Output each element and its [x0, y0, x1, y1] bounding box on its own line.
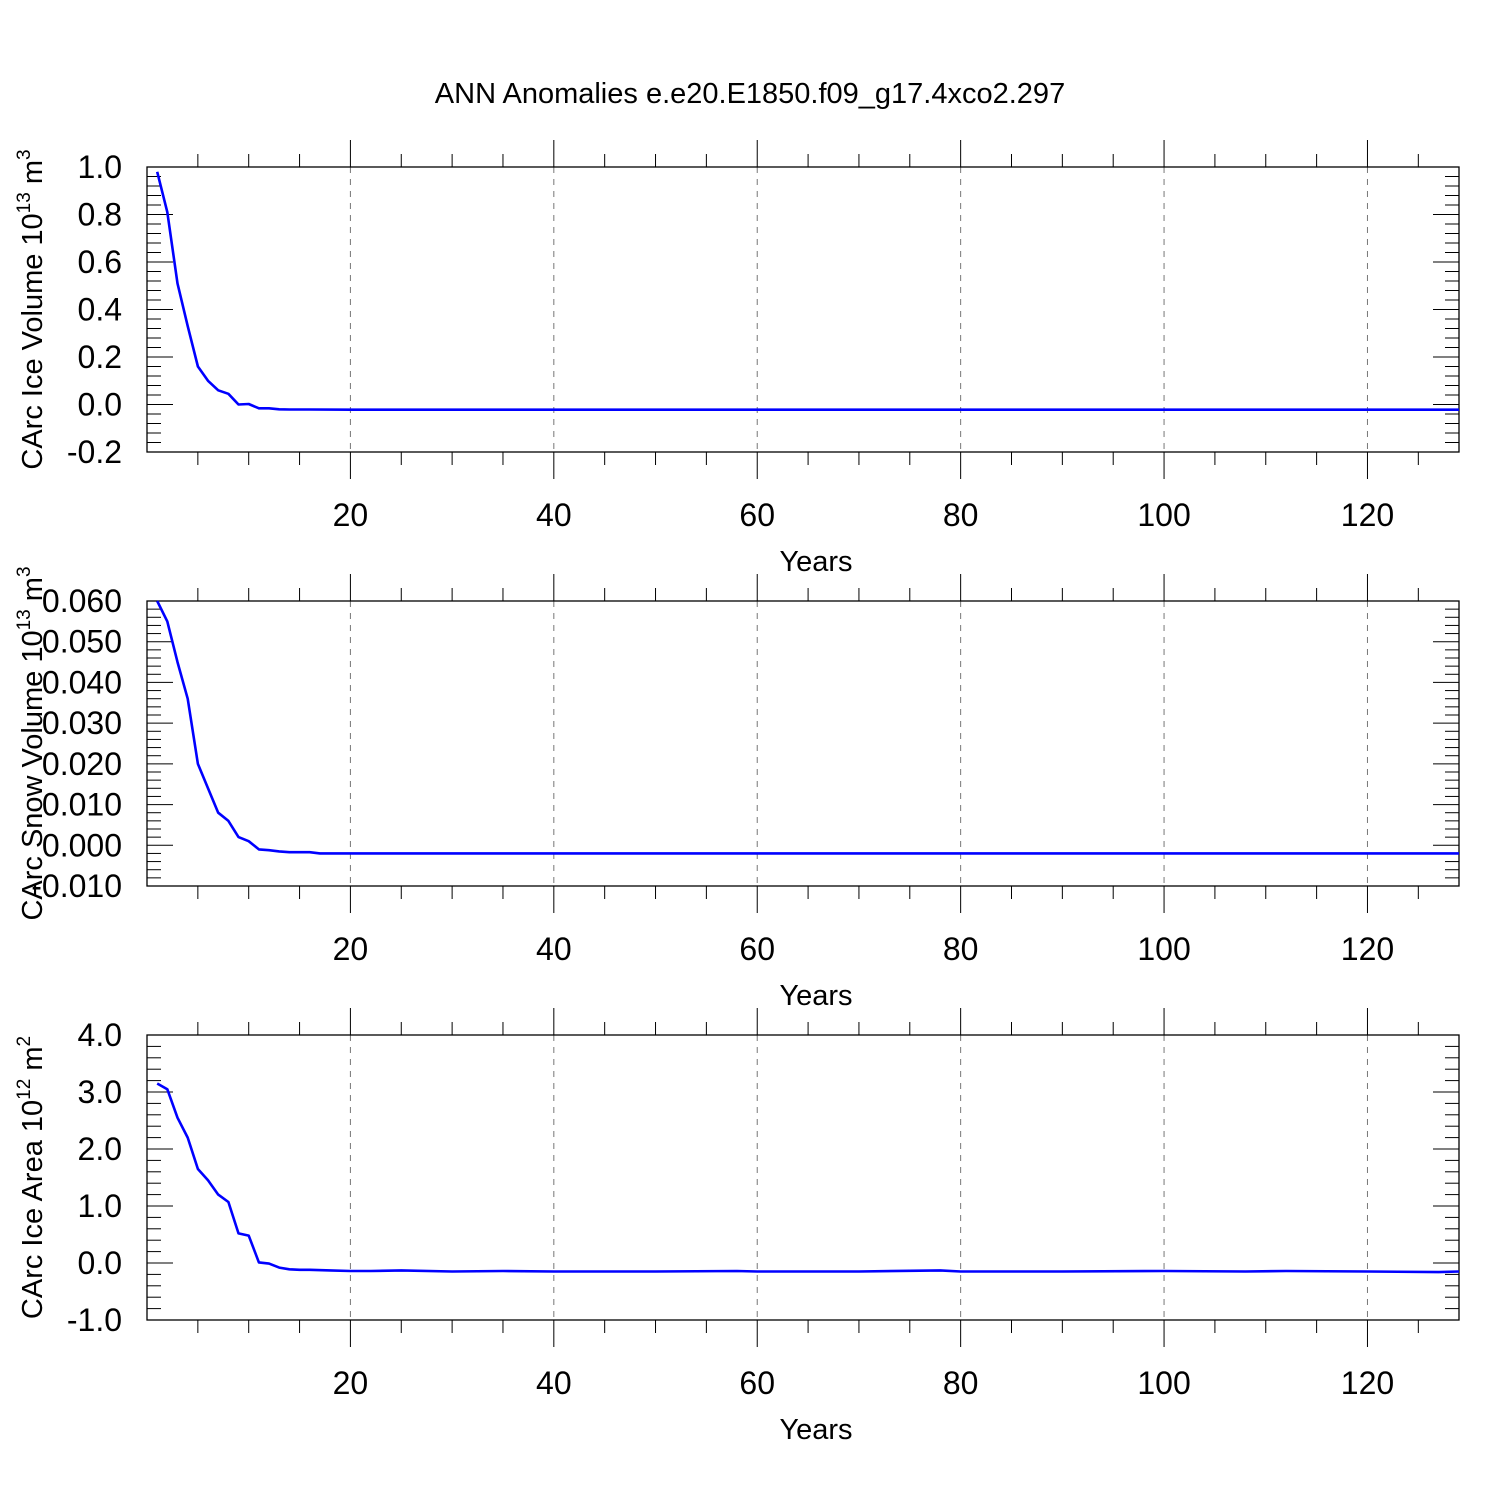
y-axis-title-part: CArc Snow Volume 10	[17, 630, 49, 920]
x-tick-label: 60	[739, 1365, 775, 1401]
y-axis-title-part: 12	[14, 1079, 35, 1100]
y-axis-title: CArc Snow Volume 1013 m3	[14, 566, 49, 920]
x-tick-label: 80	[943, 931, 979, 967]
x-tick-label: 60	[739, 497, 775, 533]
y-axis-title: CArc Ice Area 1012 m2	[14, 1036, 49, 1319]
y-tick-label: 4.0	[78, 1017, 122, 1053]
y-tick-label: 0.8	[78, 197, 122, 233]
series-line	[155, 171, 1459, 411]
y-tick-label: -0.010	[31, 868, 122, 904]
y-tick-label: 0.2	[78, 339, 122, 375]
x-tick-label: 100	[1137, 497, 1190, 533]
y-axis-title-part: 13	[14, 192, 35, 213]
y-axis-title-part: 3	[14, 566, 35, 577]
y-tick-label: 0.060	[42, 583, 122, 619]
plot-frame	[146, 600, 1460, 887]
x-tick-label: 80	[943, 1365, 979, 1401]
panel-1: 20 40 60 80 100 120 Years -0.2 0.0 0.2 0.4 0.6 0.8 1.…	[14, 140, 1460, 578]
series-line	[156, 1082, 1460, 1274]
x-tick-label: 60	[739, 931, 775, 967]
x-tick-label: 100	[1137, 1365, 1190, 1401]
y-axis-title-part: m	[17, 1047, 49, 1079]
y-axis-title-part: 3	[14, 149, 35, 160]
y-tick-label: 1.0	[78, 1188, 122, 1224]
y-axis-title-part: 2	[14, 1036, 35, 1047]
y-axis-title-part: m	[17, 160, 49, 192]
panel-2: 20 40 60 80 100 120 Years -0.010 0.000 0.010 0.020…	[14, 566, 1460, 1012]
y-tick-label: 0.010	[42, 787, 122, 823]
y-tick-label: 2.0	[78, 1131, 122, 1167]
y-axis-title-part: CArc Ice Area 10	[17, 1100, 49, 1319]
y-tick-label: 3.0	[78, 1074, 122, 1110]
x-axis-title: Years	[779, 546, 852, 578]
x-tick-label: 40	[536, 931, 572, 967]
x-tick-label: 20	[333, 1365, 369, 1401]
x-tick-label: 100	[1137, 931, 1190, 967]
y-tick-label: 0.6	[78, 244, 122, 280]
panels: 20 40 60 80 100 120 Years -0.2 0.0 0.2 0.4 0.6 0.8 1.…	[14, 140, 1460, 1446]
figure-title: ANN Anomalies e.e20.E1850.f09_g17.4xco2.…	[435, 78, 1065, 110]
x-tick-label: 40	[536, 1365, 572, 1401]
y-tick-label: -1.0	[67, 1302, 122, 1338]
y-tick-label: 0.050	[42, 624, 122, 660]
x-tick-label: 120	[1341, 1365, 1394, 1401]
panel-3: 20 40 60 80 100 120 Years -1.0 0.0 1.0 2.0 3.0 4.0 CA…	[14, 1008, 1460, 1446]
x-tick-label: 80	[943, 497, 979, 533]
y-tick-label: 0.040	[42, 664, 122, 700]
y-tick-label: -0.2	[67, 434, 122, 470]
plot-frame	[146, 1034, 1460, 1321]
x-tick-label: 120	[1341, 931, 1394, 967]
y-tick-label: 0.0	[78, 387, 122, 423]
x-tick-label: 20	[333, 497, 369, 533]
y-axis-title-part: 13	[14, 609, 35, 630]
y-tick-label: 0.4	[78, 292, 122, 328]
y-tick-label: 0.0	[78, 1245, 122, 1281]
y-tick-label: 0.000	[42, 827, 122, 863]
y-axis-title: CArc Ice Volume 1013 m3	[14, 149, 49, 469]
x-tick-label: 120	[1341, 497, 1394, 533]
x-axis-title: Years	[779, 980, 852, 1012]
x-tick-label: 20	[333, 931, 369, 967]
y-tick-label: 1.0	[78, 149, 122, 185]
y-tick-label: 0.020	[42, 746, 122, 782]
y-axis-title-part: m	[17, 577, 49, 609]
y-tick-label: 0.030	[42, 705, 122, 741]
x-tick-label: 40	[536, 497, 572, 533]
series-line	[156, 600, 1459, 855]
y-axis-title-part: CArc Ice Volume 10	[17, 213, 49, 469]
x-axis-title: Years	[779, 1414, 852, 1446]
